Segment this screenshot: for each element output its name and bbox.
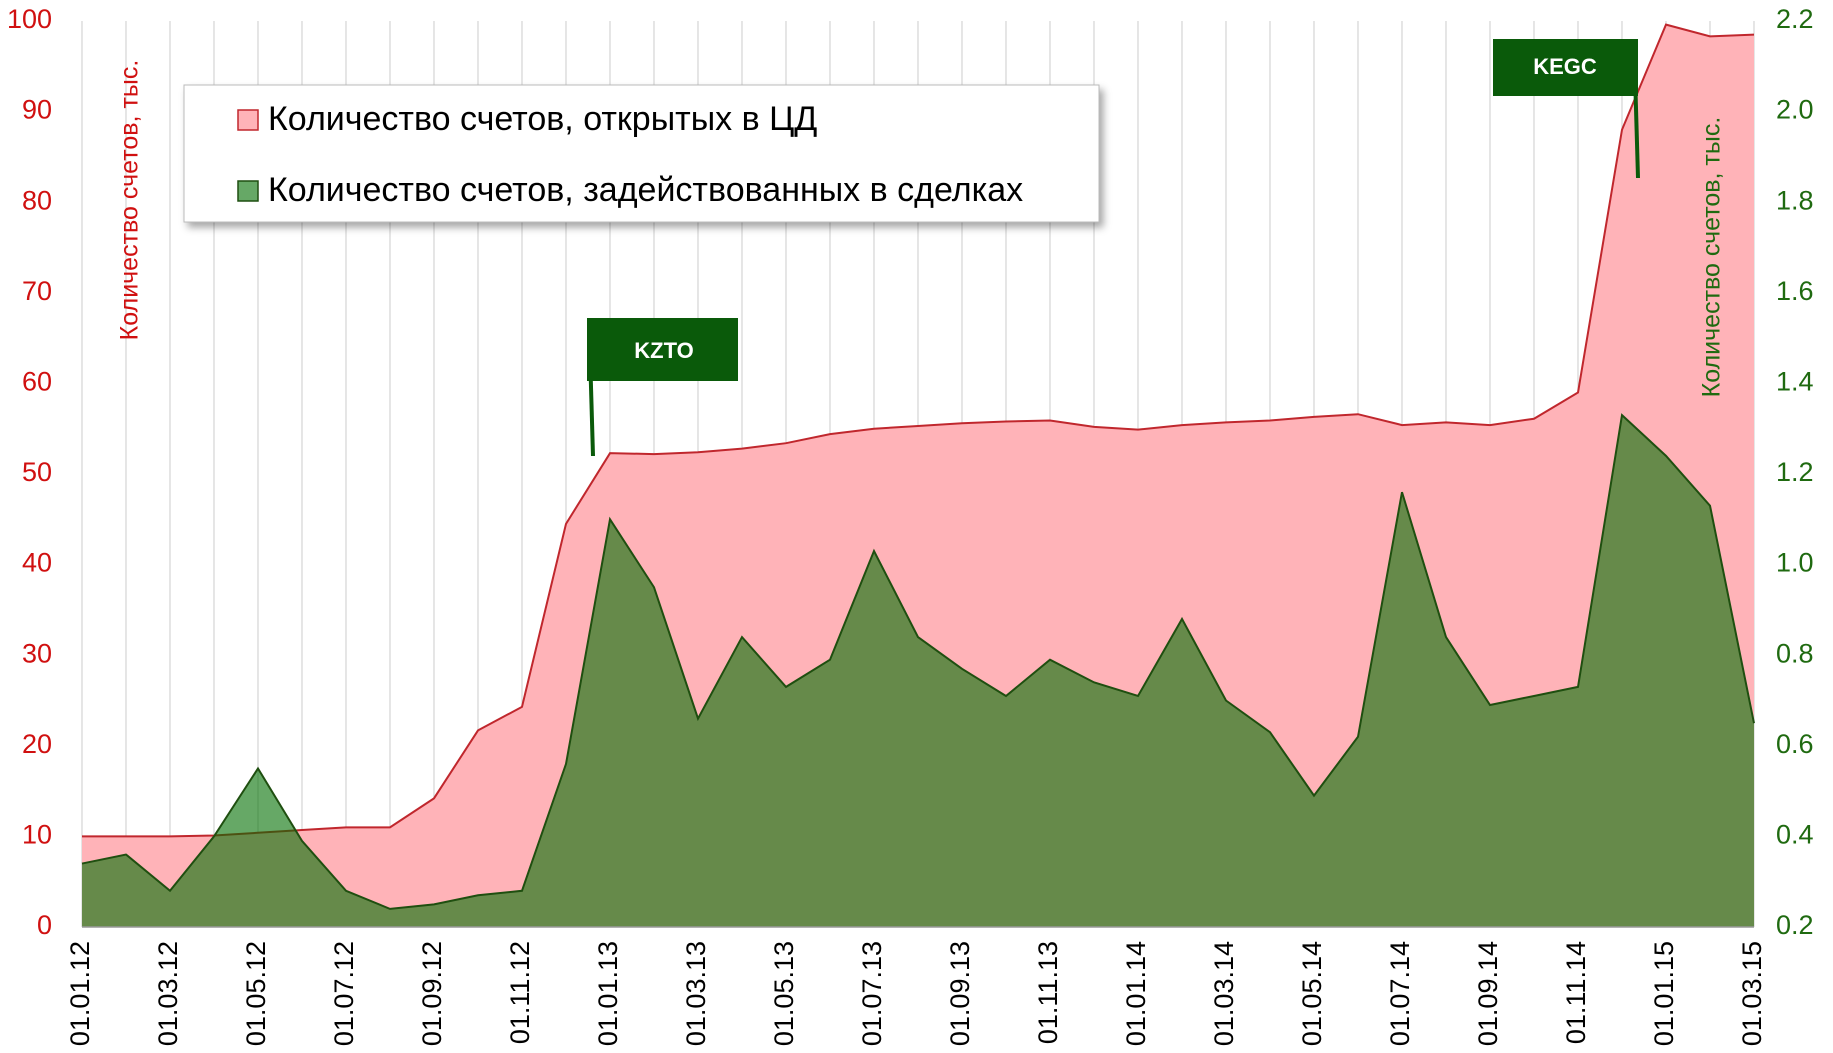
y2-axis-title: Количество счетов, тыс. <box>1698 117 1726 398</box>
annotation-label: KZTO <box>634 338 693 363</box>
x-tick-label: 01.11.12 <box>505 941 535 1044</box>
legend-label: Количество счетов, открытых в ЦД <box>268 100 817 138</box>
legend-swatch <box>237 180 259 202</box>
y2-tick-label: 1.4 <box>1776 367 1814 397</box>
y2-tick-label: 0.6 <box>1776 729 1814 759</box>
y2-tick-label: 1.6 <box>1776 276 1814 306</box>
legend-box <box>183 84 1100 223</box>
legend-label: Количество счетов, задействованных в сде… <box>268 171 1023 209</box>
y2-tick-label: 0.4 <box>1776 820 1814 850</box>
legend: Количество счетов, открытых в ЦД Количес… <box>183 84 1100 223</box>
x-tick-label: 01.01.15 <box>1649 941 1679 1046</box>
x-tick-label: 01.11.14 <box>1561 941 1591 1044</box>
y2-tick-label: 2.0 <box>1776 95 1814 125</box>
y-tick-label: 20 <box>22 729 52 759</box>
y-axis-title: Количество счетов, тыс. <box>116 60 144 341</box>
flag <box>587 318 738 381</box>
x-tick-label: 01.03.12 <box>153 941 183 1046</box>
line <box>82 23 1755 838</box>
y-tick-label: 70 <box>22 276 52 306</box>
y-tick-label: 10 <box>22 820 52 850</box>
x-tick-label: 01.01.12 <box>65 941 95 1046</box>
x-tick-label: 01.03.13 <box>681 941 711 1046</box>
areas <box>81 23 1755 927</box>
x-tick-label: 01.09.13 <box>945 941 975 1046</box>
y-tick-label: 80 <box>22 185 52 215</box>
y-tick-label: 90 <box>22 95 52 125</box>
x-tick-label: 01.01.13 <box>593 941 623 1046</box>
x-tick-label: 01.05.12 <box>241 941 271 1046</box>
x-tick-label: 01.03.15 <box>1737 941 1767 1046</box>
flag <box>1493 39 1638 96</box>
y-tick-label: 40 <box>22 548 52 578</box>
y2-tick-label: 0.8 <box>1776 638 1814 668</box>
y-tick-label: 30 <box>22 638 52 668</box>
x-tick-label: 01.07.14 <box>1385 941 1415 1046</box>
line <box>81 413 1755 910</box>
annotation: KZTO <box>587 317 738 457</box>
annotation-label: KEGC <box>1533 54 1597 79</box>
area <box>82 415 1754 927</box>
x-tick-label: 01.07.12 <box>329 941 359 1046</box>
y-tick-label: 0 <box>37 910 52 940</box>
legend-swatch <box>237 109 259 131</box>
x-tick-label: 01.07.13 <box>857 941 887 1046</box>
x-tick-label: 01.09.12 <box>417 941 447 1046</box>
x-tick-label: 01.09.14 <box>1473 941 1503 1046</box>
annotation: KEGC <box>1493 38 1640 179</box>
x-tick-label: 01.01.14 <box>1121 941 1151 1046</box>
y2-tick-label: 1.0 <box>1776 548 1814 578</box>
y2-tick-label: 1.2 <box>1776 457 1814 487</box>
y-tick-label: 50 <box>22 457 52 487</box>
x-tick-label: 01.05.14 <box>1297 941 1327 1046</box>
y-tick-label: 100 <box>7 4 52 34</box>
y2-tick-label: 1.8 <box>1776 185 1814 215</box>
x-tick-label: 01.11.13 <box>1033 941 1063 1044</box>
y2-tick-label: 0.2 <box>1776 910 1814 940</box>
area <box>82 24 1754 927</box>
x-tick-label: 01.05.13 <box>769 941 799 1046</box>
y2-tick-label: 2.2 <box>1776 4 1814 34</box>
x-tick-label: 01.03.14 <box>1209 941 1239 1046</box>
y-tick-label: 60 <box>22 367 52 397</box>
